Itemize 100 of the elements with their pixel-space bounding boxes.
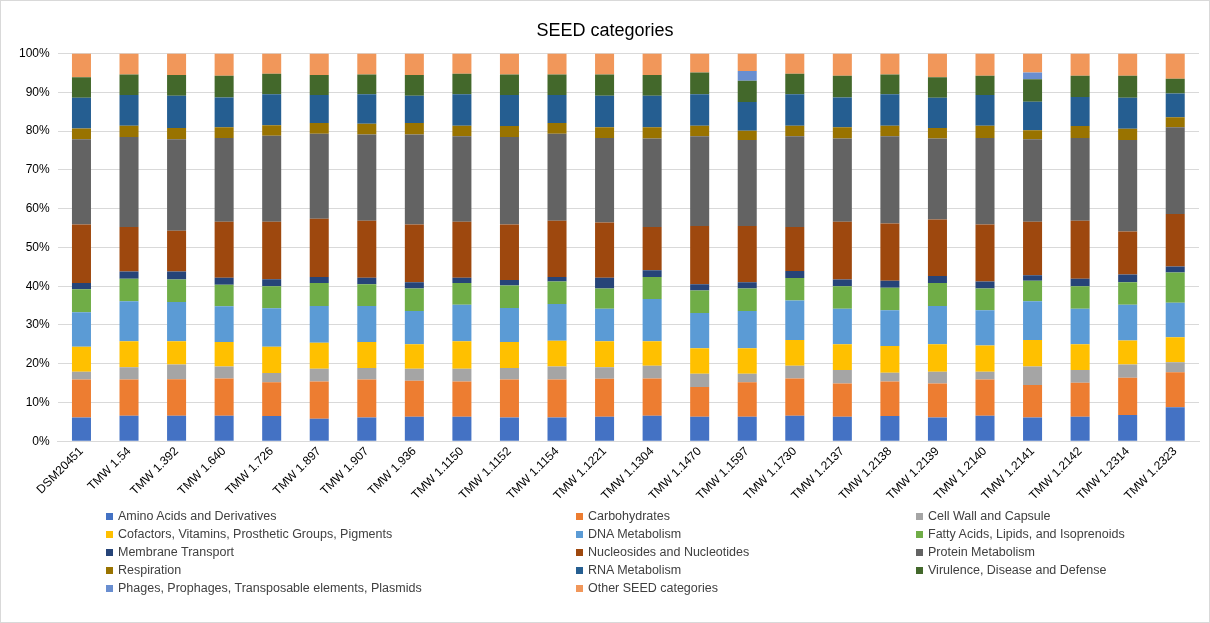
- bar: [404, 122, 424, 135]
- bar: [214, 97, 234, 128]
- bar: [737, 282, 757, 289]
- bar: [1070, 138, 1090, 221]
- bar: [975, 379, 995, 416]
- bar: [1070, 126, 1090, 139]
- bar: [975, 224, 995, 282]
- bar: [785, 136, 805, 227]
- bar: [1118, 75, 1138, 98]
- bar: [737, 71, 757, 81]
- bar: [785, 226, 805, 272]
- bar: [785, 340, 805, 366]
- bar: [690, 125, 710, 137]
- bar: [499, 342, 519, 368]
- bar: [167, 364, 187, 380]
- bar: [737, 288, 757, 311]
- bar: [832, 221, 852, 280]
- bar: [452, 283, 472, 305]
- bar: [975, 281, 995, 289]
- bar: [595, 288, 615, 309]
- bar: [499, 367, 519, 380]
- bar: [214, 277, 234, 285]
- bar: [547, 220, 567, 277]
- bar: [1023, 221, 1043, 276]
- bar: [167, 230, 187, 272]
- bar: [357, 123, 377, 135]
- bar: [737, 53, 757, 72]
- bar: [737, 226, 757, 283]
- bar: [71, 346, 91, 372]
- y-tick-label: 10%: [25, 394, 51, 409]
- bar: [927, 138, 947, 220]
- bar: [880, 74, 900, 95]
- bar: [71, 53, 91, 78]
- bar: [262, 135, 282, 222]
- bar: [404, 282, 424, 289]
- bar: [499, 379, 519, 418]
- bar: [262, 346, 282, 374]
- bar: [452, 53, 472, 74]
- bar: [1070, 369, 1090, 383]
- bar: [1165, 362, 1185, 373]
- bar: [547, 417, 567, 441]
- bar: [1118, 414, 1138, 441]
- bar: [832, 138, 852, 222]
- bar: [547, 276, 567, 282]
- bar: [262, 308, 282, 347]
- bar: [499, 224, 519, 280]
- bar: [547, 379, 567, 418]
- bar: [785, 125, 805, 137]
- bar: [119, 53, 139, 75]
- bar: [309, 74, 329, 96]
- bar: [975, 345, 995, 372]
- bar: [499, 307, 519, 343]
- bar: [785, 271, 805, 279]
- bar: [785, 300, 805, 341]
- bar: [1023, 301, 1043, 341]
- bar: [167, 271, 187, 280]
- legend-label: Membrane Transport: [118, 545, 235, 559]
- bar: [975, 75, 995, 96]
- y-tick-label: 0%: [32, 433, 51, 448]
- y-tick-label: 40%: [25, 278, 51, 293]
- bar: [214, 53, 234, 76]
- bar: [1118, 377, 1138, 415]
- bar: [262, 221, 282, 280]
- bar: [404, 95, 424, 123]
- bar: [785, 53, 805, 74]
- bar: [832, 308, 852, 345]
- bar: [499, 136, 519, 225]
- bar: [785, 278, 805, 301]
- bar: [262, 73, 282, 95]
- bar: [262, 373, 282, 383]
- bar: [927, 283, 947, 306]
- bar: [642, 298, 662, 342]
- bar: [1165, 78, 1185, 94]
- bar: [357, 417, 377, 441]
- bar: [595, 416, 615, 441]
- bar: [975, 415, 995, 441]
- bar: [452, 125, 472, 137]
- bar: [309, 418, 329, 441]
- bar: [167, 139, 187, 231]
- bar: [214, 342, 234, 367]
- bar: [1023, 417, 1043, 441]
- bar: [357, 53, 377, 75]
- bar: [690, 312, 710, 349]
- bar: [737, 140, 757, 227]
- bar: [927, 383, 947, 418]
- bar: [1023, 101, 1043, 131]
- bar: [357, 367, 377, 380]
- bar: [642, 127, 662, 139]
- bar: [119, 74, 139, 96]
- bar: [832, 344, 852, 370]
- bar: [785, 415, 805, 441]
- bar: [1070, 97, 1090, 127]
- bar: [262, 53, 282, 74]
- bar: [1070, 344, 1090, 370]
- bar: [880, 345, 900, 373]
- bar: [975, 53, 995, 76]
- bar: [404, 53, 424, 75]
- bar: [167, 74, 187, 96]
- bar: [499, 53, 519, 75]
- bar: [690, 284, 710, 291]
